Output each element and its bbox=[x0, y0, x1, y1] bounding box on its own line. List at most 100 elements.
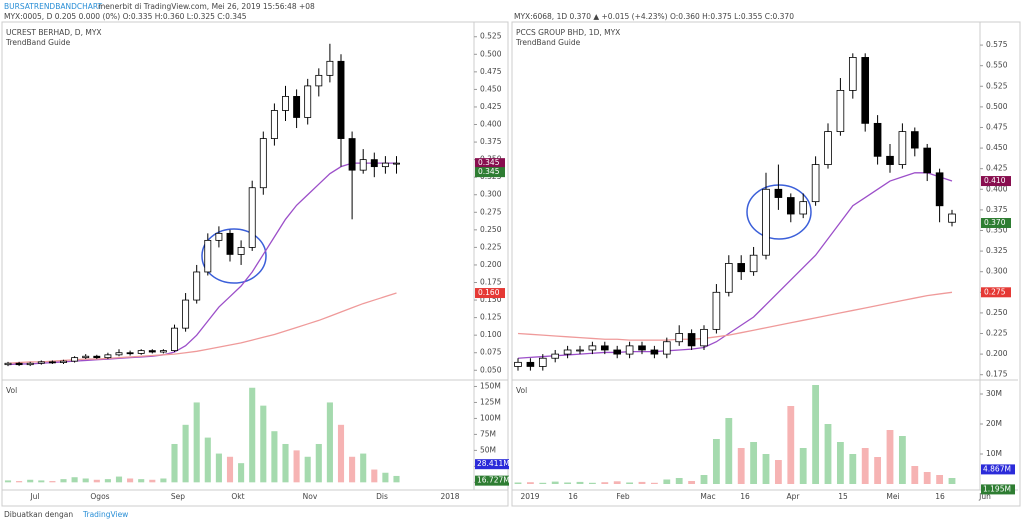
volume-title: Vol bbox=[516, 386, 527, 395]
y-tick-label: 0.250 bbox=[986, 308, 1008, 317]
x-tick-label: Jul bbox=[29, 492, 39, 501]
volume-bar bbox=[293, 450, 300, 483]
volume-bar bbox=[371, 469, 378, 483]
volume-bar bbox=[923, 472, 931, 484]
candle-body bbox=[600, 345, 609, 351]
y-tick-label: 0.425 bbox=[480, 102, 502, 111]
volume-bar bbox=[712, 439, 720, 484]
volume-bar bbox=[737, 448, 745, 484]
volume-label: 28.411M bbox=[477, 459, 510, 468]
footer-logo: TradingView bbox=[82, 510, 128, 519]
y-tick-label: 0.500 bbox=[986, 102, 1008, 111]
y-tick-label: 0.300 bbox=[986, 267, 1008, 276]
candle-body bbox=[193, 271, 201, 301]
candle-body bbox=[237, 246, 245, 255]
chart-subtitle: TrendBand Guide bbox=[515, 38, 581, 47]
candle-body bbox=[700, 328, 708, 347]
volume-bar bbox=[874, 457, 882, 484]
volume-bar bbox=[60, 479, 67, 483]
volume-bar bbox=[82, 478, 89, 483]
candle-body bbox=[148, 350, 156, 353]
x-tick-label: Jun bbox=[978, 492, 991, 501]
volume-bar bbox=[539, 482, 547, 484]
volume-bar bbox=[861, 448, 869, 484]
y-tick-label: 0.125 bbox=[480, 313, 502, 322]
candle-body bbox=[873, 122, 882, 157]
x-tick-label: Feb bbox=[616, 492, 630, 501]
price-label-box bbox=[981, 287, 1011, 298]
candle-body bbox=[638, 345, 646, 351]
candle-body bbox=[774, 188, 783, 198]
candle-body bbox=[588, 345, 597, 351]
price-label-box bbox=[475, 167, 505, 178]
left-panel-frame bbox=[1, 21, 509, 507]
candle-body bbox=[712, 291, 721, 330]
volume-bar bbox=[304, 456, 311, 483]
volume-bar bbox=[49, 481, 56, 483]
volume-tick-label: 20M bbox=[986, 419, 1002, 428]
candle-body bbox=[824, 131, 832, 165]
volume-bar bbox=[836, 442, 844, 484]
volume-bar bbox=[663, 479, 671, 484]
x-tick-label: Sep bbox=[171, 492, 185, 501]
price-label-box bbox=[981, 218, 1011, 229]
x-tick-label: 16 bbox=[740, 492, 750, 501]
candle-body bbox=[613, 349, 622, 355]
y-tick-label: 0.325 bbox=[986, 246, 1008, 255]
volume-tick-label: 50M bbox=[480, 445, 496, 454]
candle-body bbox=[104, 354, 112, 359]
candle-body bbox=[576, 349, 584, 352]
volume-bar bbox=[127, 478, 134, 483]
candle-body bbox=[675, 333, 684, 343]
x-tick-label: 16 bbox=[935, 492, 945, 501]
candle-body bbox=[215, 232, 223, 241]
candle-body bbox=[514, 361, 522, 367]
candle-body bbox=[923, 147, 932, 174]
y-tick-label: 0.150 bbox=[480, 295, 502, 304]
volume-bar bbox=[349, 456, 356, 483]
candle-body bbox=[93, 355, 101, 359]
candle-body bbox=[204, 239, 212, 273]
y-tick-label: 0.425 bbox=[986, 164, 1008, 173]
volume-bar bbox=[16, 481, 23, 483]
candle-body bbox=[662, 341, 671, 355]
candle-body bbox=[159, 350, 167, 353]
volume-bar bbox=[249, 387, 256, 483]
y-tick-label: 0.525 bbox=[480, 32, 502, 41]
volume-bar bbox=[725, 418, 733, 484]
x-tick-label: 16 bbox=[568, 492, 578, 501]
volume-bar bbox=[104, 479, 111, 483]
candle-body bbox=[724, 263, 733, 293]
volume-bar bbox=[688, 481, 696, 484]
volume-bar bbox=[282, 443, 289, 483]
volume-label: 1.195M bbox=[983, 484, 1011, 493]
volume-bar bbox=[215, 453, 222, 483]
candle-body bbox=[259, 138, 267, 189]
price-label: 0.370 bbox=[984, 218, 1006, 227]
y-tick-label: 0.475 bbox=[986, 122, 1008, 131]
volume-bar bbox=[27, 479, 34, 483]
candle-body bbox=[137, 350, 145, 354]
volume-bar bbox=[750, 442, 758, 484]
volume-bar bbox=[315, 443, 322, 483]
chart-title: PCCS GROUP BHD, 1D, MYX bbox=[516, 28, 620, 37]
highlight-ellipse bbox=[746, 184, 812, 240]
y-tick-label: 0.275 bbox=[480, 207, 502, 216]
chart-subtitle: TrendBand Guide bbox=[5, 38, 71, 47]
candle-body bbox=[737, 263, 746, 273]
price-label: 0.345 bbox=[478, 167, 500, 176]
y-tick-label: 0.350 bbox=[986, 225, 1008, 234]
candle-body bbox=[848, 57, 857, 91]
y-tick-label: 0.375 bbox=[480, 137, 502, 146]
volume-bar bbox=[824, 424, 832, 484]
candle-body bbox=[948, 213, 956, 223]
volume-bar bbox=[326, 402, 333, 483]
candle-body bbox=[48, 361, 56, 364]
candle-body bbox=[625, 345, 634, 355]
price-label-box bbox=[475, 288, 505, 299]
volume-tick-label: 10M bbox=[986, 449, 1002, 458]
price-label-box bbox=[981, 176, 1011, 187]
y-tick-label: 0.225 bbox=[986, 329, 1008, 338]
candle-body bbox=[282, 96, 289, 111]
chart-title: UCREST BERHAD, D, MYX bbox=[6, 28, 102, 37]
